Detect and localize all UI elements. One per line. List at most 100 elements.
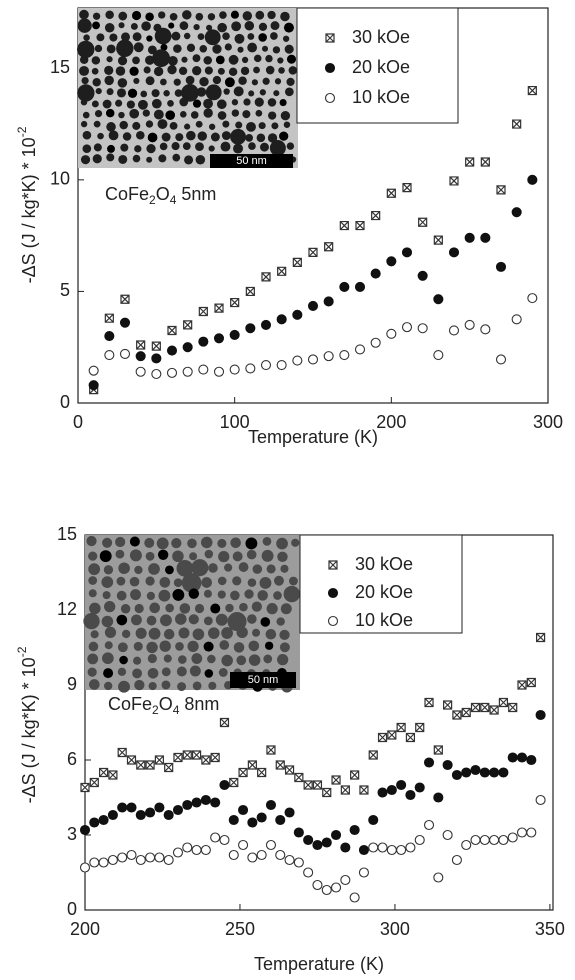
- marker: [183, 320, 193, 330]
- marker: [98, 767, 109, 778]
- inset-particle: [106, 153, 115, 162]
- annotation-part: 4: [173, 703, 180, 717]
- marker: [368, 842, 379, 853]
- inset-particle: [215, 55, 225, 65]
- y-tick-label: 10: [50, 169, 70, 189]
- marker: [358, 867, 369, 878]
- marker: [135, 351, 146, 362]
- inset-particle: [280, 603, 292, 615]
- inset-particle: [222, 32, 230, 40]
- marker: [442, 759, 453, 771]
- inset-particle: [247, 578, 257, 587]
- marker: [405, 789, 416, 801]
- marker: [464, 319, 475, 330]
- inset-particle: [232, 576, 242, 586]
- inset-particle: [88, 679, 100, 690]
- inset-particle: [130, 589, 141, 601]
- inset-particle: [158, 589, 171, 602]
- inset-particle: [208, 681, 217, 690]
- inset-particle: [230, 590, 240, 601]
- inset-particle: [208, 627, 220, 639]
- inset-particle: [79, 55, 89, 64]
- y-tick-label: 6: [67, 749, 77, 769]
- inset-particle: [102, 537, 113, 548]
- inset-particle: [169, 121, 178, 130]
- inset-particle: [235, 121, 243, 129]
- inset-particle: [134, 145, 142, 153]
- marker: [330, 829, 342, 841]
- marker: [230, 297, 240, 308]
- marker: [164, 762, 174, 773]
- annotation-part: 5nm: [176, 184, 216, 204]
- marker: [126, 802, 137, 813]
- marker: [461, 707, 471, 718]
- marker: [275, 849, 286, 861]
- inset-particle: [133, 42, 144, 53]
- inset-particle: [163, 628, 175, 640]
- marker: [245, 286, 255, 297]
- inset-particle: [79, 65, 90, 76]
- marker: [261, 272, 271, 282]
- marker: [200, 844, 211, 856]
- marker: [307, 300, 319, 311]
- inset-particle: [94, 44, 103, 53]
- inset-particle: [194, 603, 205, 614]
- marker: [108, 770, 118, 780]
- marker: [448, 325, 460, 336]
- inset-particle: [87, 667, 97, 677]
- marker: [401, 322, 413, 333]
- inset-particle: [87, 653, 99, 665]
- inset-particle: [96, 33, 105, 42]
- marker: [517, 680, 527, 690]
- inset-particle: [207, 654, 216, 664]
- marker: [402, 183, 412, 193]
- inset-particle: [228, 54, 239, 65]
- inset-particle: [221, 654, 233, 667]
- inset-particle: [191, 653, 203, 664]
- marker: [163, 809, 174, 821]
- inset-particle: [146, 143, 156, 154]
- inset-particle: [257, 590, 268, 601]
- inset-particle: [184, 123, 191, 130]
- inset-particle: [133, 641, 143, 651]
- y-axis-label-part: -ΔS (J / kg*K) * 10: [19, 137, 39, 283]
- inset-particle: [167, 99, 174, 107]
- scale-bar-box: [230, 672, 296, 688]
- marker: [292, 355, 303, 366]
- inset-particle: [184, 155, 194, 165]
- legend-marker: [327, 615, 339, 627]
- inset-particle: [156, 537, 169, 550]
- inset-particle: [80, 155, 91, 165]
- inset-particle: [231, 99, 239, 106]
- marker: [303, 867, 314, 878]
- marker: [339, 281, 350, 293]
- marker: [214, 303, 224, 313]
- inset-particle: [175, 642, 184, 651]
- marker: [293, 827, 304, 838]
- inset-particle: [161, 680, 171, 690]
- inset-particle: [119, 120, 128, 130]
- marker: [307, 354, 319, 365]
- inset-particle: [265, 54, 273, 63]
- marker: [98, 857, 109, 868]
- inset-particle: [165, 603, 174, 613]
- inset-particle: [216, 99, 227, 110]
- inset-particle: [212, 75, 222, 85]
- marker: [368, 750, 378, 760]
- marker: [135, 809, 146, 821]
- inset-particle: [255, 10, 265, 20]
- inset-particle: [115, 536, 126, 548]
- marker: [145, 807, 156, 818]
- inset-particle: [160, 78, 167, 86]
- x-tick-label: 350: [535, 919, 565, 939]
- marker: [213, 366, 225, 377]
- inset-particle: [88, 563, 101, 576]
- inset-particle: [77, 84, 95, 102]
- inset-particle: [151, 89, 160, 98]
- marker: [370, 268, 381, 279]
- marker: [449, 176, 459, 186]
- marker: [200, 794, 211, 806]
- marker: [172, 847, 184, 858]
- inset-particle: [261, 45, 269, 52]
- inset-particle: [219, 11, 227, 19]
